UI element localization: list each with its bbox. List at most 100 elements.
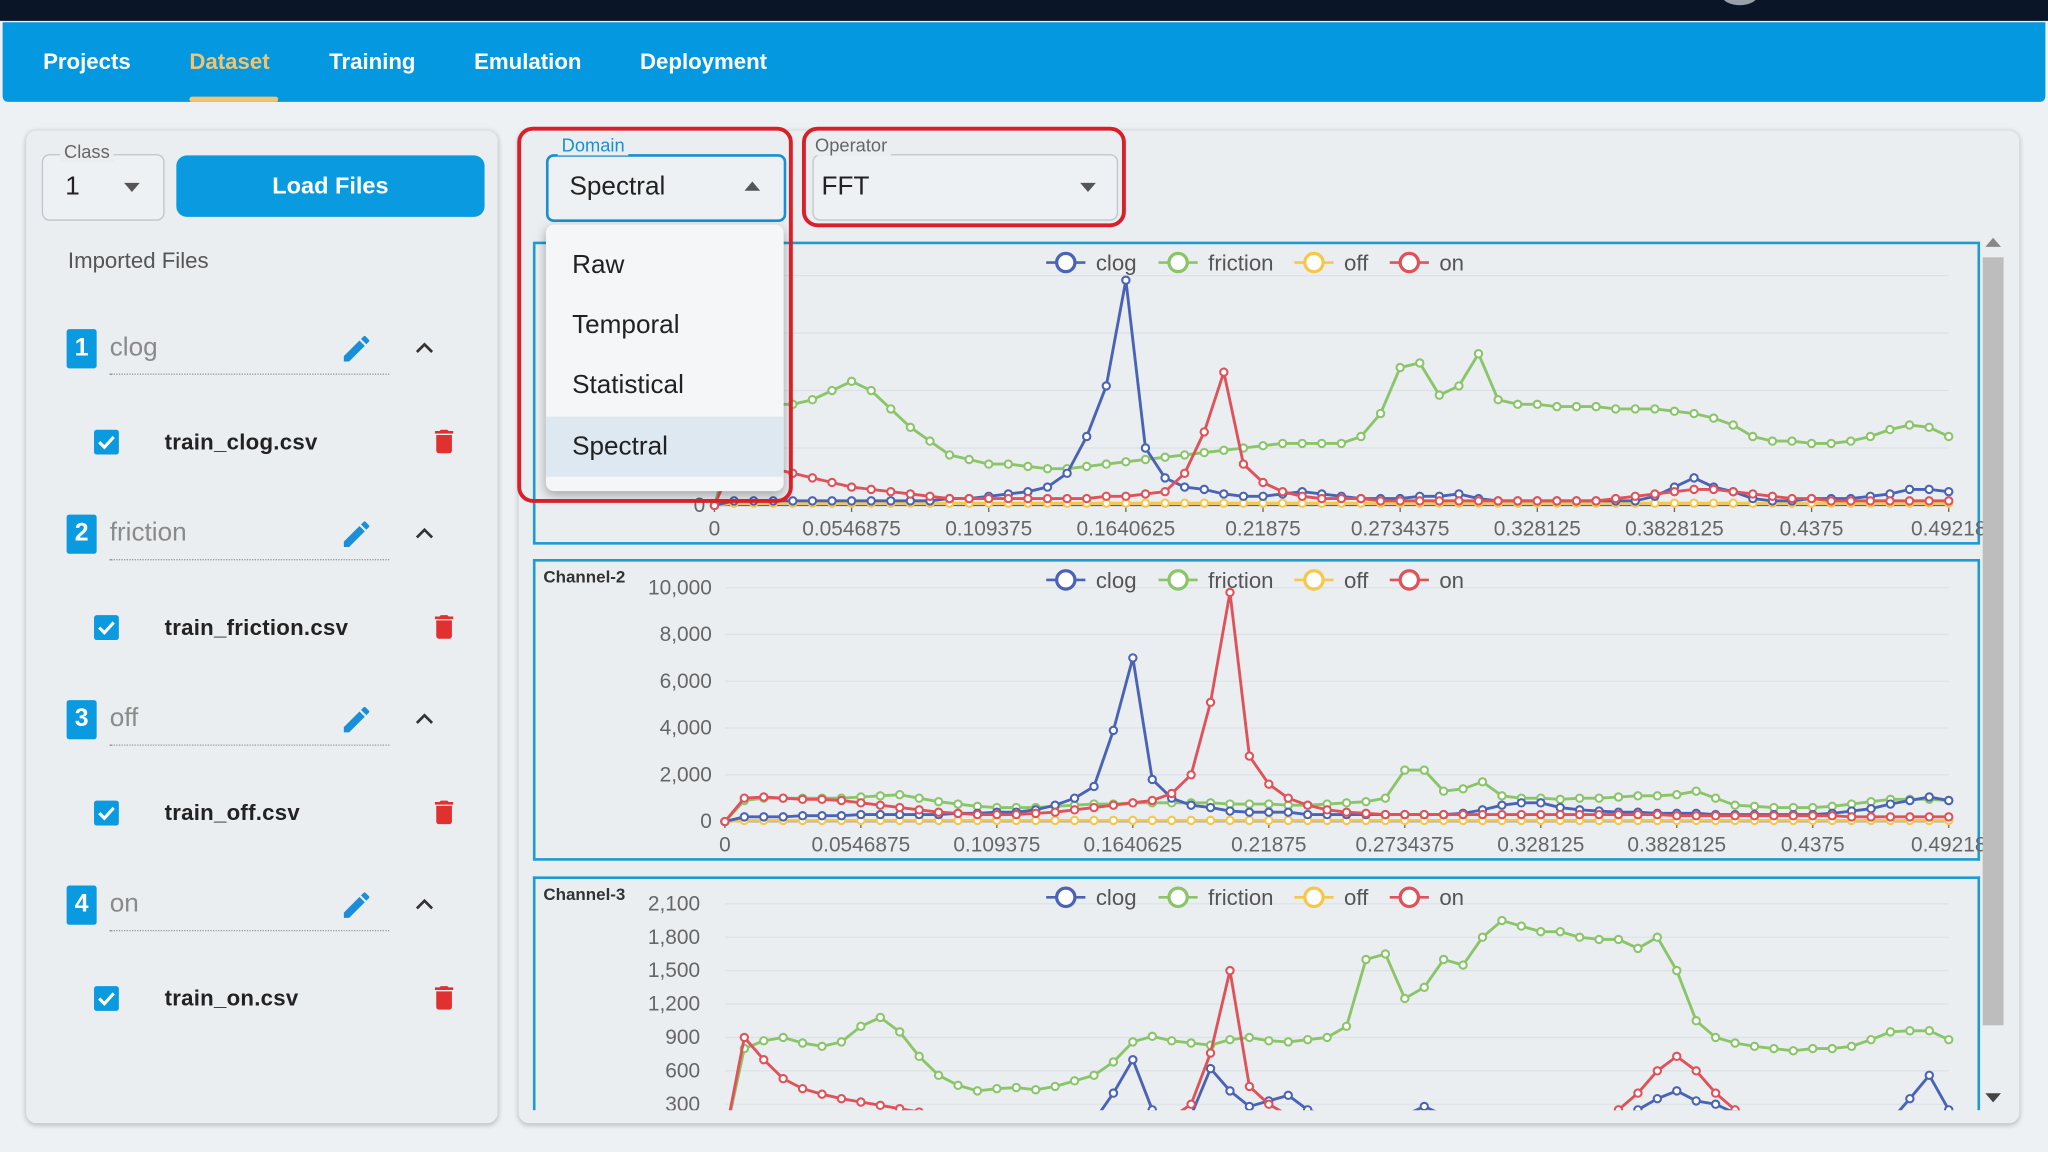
data-point-off[interactable]: [780, 1128, 787, 1135]
data-point-off[interactable]: [799, 1128, 806, 1135]
data-point-off[interactable]: [1051, 1128, 1058, 1135]
file-checkbox[interactable]: [94, 986, 119, 1011]
data-point-off[interactable]: [760, 1128, 767, 1135]
data-point-off[interactable]: [1401, 1128, 1408, 1135]
data-point-off[interactable]: [1809, 1128, 1816, 1135]
menu-item-temporal[interactable]: Temporal: [546, 295, 784, 355]
data-point-off[interactable]: [1421, 1128, 1428, 1135]
data-point-off[interactable]: [1770, 1128, 1777, 1135]
scrollbar-thumb[interactable]: [1982, 257, 2004, 1026]
scroll-down-icon[interactable]: [1985, 1093, 2001, 1103]
data-point-off[interactable]: [1187, 1128, 1194, 1135]
pencil-icon[interactable]: [340, 516, 374, 553]
pencil-icon[interactable]: [340, 887, 374, 924]
data-point-off[interactable]: [1498, 1128, 1505, 1135]
file-checkbox[interactable]: [94, 800, 119, 826]
charts-scrollbar[interactable]: [1981, 235, 2005, 1110]
data-point-off[interactable]: [1867, 1128, 1874, 1135]
tab-training[interactable]: Training: [329, 49, 416, 75]
data-point-off[interactable]: [1673, 1128, 1680, 1135]
trash-icon[interactable]: [428, 423, 459, 460]
class-select[interactable]: [41, 154, 165, 221]
data-point-off[interactable]: [1712, 1128, 1719, 1135]
data-point-clog[interactable]: [721, 1134, 728, 1141]
data-point-off[interactable]: [1459, 1128, 1466, 1135]
data-point-off[interactable]: [721, 1134, 728, 1141]
chevron-up-icon[interactable]: [411, 892, 437, 918]
data-point-off[interactable]: [1557, 1128, 1564, 1135]
avatar[interactable]: [1721, 0, 1759, 6]
group-name-field[interactable]: off: [109, 703, 139, 733]
data-point-off[interactable]: [1323, 1128, 1330, 1135]
data-point-off[interactable]: [954, 1128, 961, 1135]
data-point-off[interactable]: [1382, 1128, 1389, 1135]
tab-projects[interactable]: Projects: [43, 49, 131, 75]
data-point-off[interactable]: [1693, 1128, 1700, 1135]
group-name-field[interactable]: clog: [109, 333, 158, 362]
data-point-friction[interactable]: [721, 1134, 728, 1141]
data-point-off[interactable]: [1790, 1128, 1797, 1135]
data-point-off[interactable]: [1090, 1128, 1097, 1135]
data-point-off[interactable]: [935, 1128, 942, 1135]
data-point-off[interactable]: [838, 1128, 845, 1135]
chevron-up-icon[interactable]: [411, 521, 437, 547]
data-point-off[interactable]: [1149, 1128, 1156, 1135]
data-point-off[interactable]: [1440, 1128, 1447, 1135]
data-point-off[interactable]: [1032, 1128, 1039, 1135]
menu-item-spectral[interactable]: Spectral: [545, 416, 784, 477]
data-point-off[interactable]: [1168, 1128, 1175, 1135]
data-point-off[interactable]: [1731, 1128, 1738, 1135]
data-point-off[interactable]: [1751, 1128, 1758, 1135]
data-point-off[interactable]: [1013, 1128, 1020, 1135]
data-point-off[interactable]: [1926, 1128, 1933, 1135]
data-point-off[interactable]: [877, 1128, 884, 1135]
data-point-on[interactable]: [721, 1134, 728, 1141]
trash-icon[interactable]: [428, 609, 459, 646]
tab-deployment[interactable]: Deployment: [639, 49, 768, 75]
menu-item-statistical[interactable]: Statistical: [546, 355, 784, 415]
data-point-off[interactable]: [1595, 1128, 1602, 1135]
data-point-off[interactable]: [857, 1128, 864, 1135]
group-name-field[interactable]: on: [109, 889, 139, 919]
tab-dataset[interactable]: Dataset: [189, 49, 270, 75]
data-point-off[interactable]: [1537, 1128, 1544, 1135]
data-point-off[interactable]: [1615, 1128, 1622, 1135]
data-point-off[interactable]: [818, 1128, 825, 1135]
data-point-off[interactable]: [741, 1128, 748, 1135]
menu-item-raw[interactable]: Raw: [546, 235, 784, 295]
data-point-off[interactable]: [1207, 1128, 1214, 1135]
scroll-up-icon[interactable]: [1985, 237, 2001, 247]
data-point-off[interactable]: [1110, 1128, 1117, 1135]
tab-emulation[interactable]: Emulation: [474, 49, 582, 75]
data-point-off[interactable]: [1518, 1128, 1525, 1135]
pencil-icon[interactable]: [340, 330, 374, 367]
file-checkbox[interactable]: [94, 429, 119, 455]
data-point-off[interactable]: [1576, 1128, 1583, 1135]
chevron-up-icon[interactable]: [411, 707, 437, 733]
data-point-off[interactable]: [993, 1128, 1000, 1135]
data-point-off[interactable]: [1129, 1128, 1136, 1135]
pencil-icon[interactable]: [340, 701, 374, 738]
data-point-off[interactable]: [1071, 1128, 1078, 1135]
trash-icon[interactable]: [428, 794, 459, 831]
data-point-off[interactable]: [1304, 1128, 1311, 1135]
data-point-off[interactable]: [974, 1128, 981, 1135]
data-point-off[interactable]: [1654, 1128, 1661, 1135]
data-point-off[interactable]: [1848, 1128, 1855, 1135]
load-files-button[interactable]: Load Files: [176, 155, 485, 217]
data-point-off[interactable]: [1479, 1128, 1486, 1135]
data-point-off[interactable]: [915, 1128, 922, 1135]
data-point-off[interactable]: [1226, 1128, 1233, 1135]
data-point-off[interactable]: [1343, 1128, 1350, 1135]
data-point-off[interactable]: [1829, 1128, 1836, 1135]
trash-icon[interactable]: [428, 980, 459, 1017]
chevron-up-icon[interactable]: [411, 336, 437, 362]
data-point-off[interactable]: [896, 1128, 903, 1135]
data-point-off[interactable]: [1906, 1128, 1913, 1135]
data-point-off[interactable]: [1362, 1128, 1369, 1135]
data-point-off[interactable]: [1265, 1128, 1272, 1135]
data-point-off[interactable]: [1285, 1128, 1292, 1135]
group-name-field[interactable]: friction: [109, 518, 187, 548]
data-point-off[interactable]: [1887, 1128, 1894, 1135]
file-checkbox[interactable]: [94, 615, 119, 640]
